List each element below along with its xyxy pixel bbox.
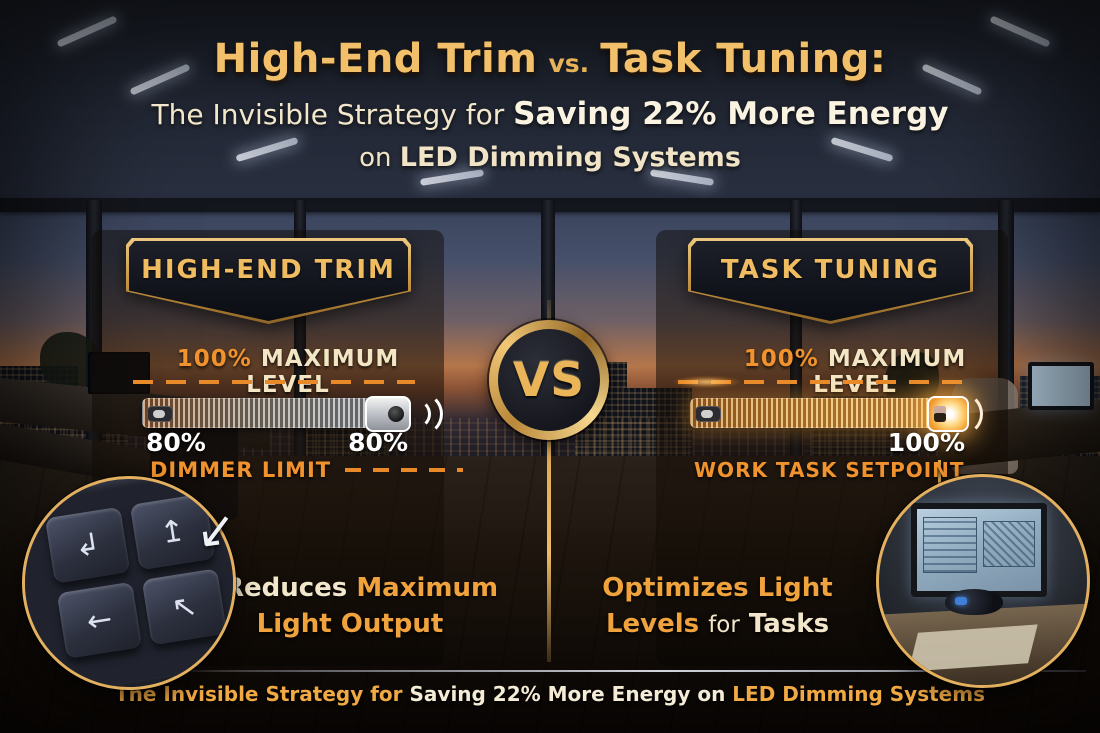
vs-label: VS: [512, 352, 586, 408]
value-connector-line: [938, 460, 941, 494]
benefit-for: for: [708, 612, 740, 638]
subtitle2-highlight: LED Dimming Systems: [399, 142, 741, 173]
right-slider-knob: [927, 396, 969, 432]
subtitle-highlight: Saving 22% More Energy: [513, 96, 949, 132]
left-slider-value-start: 80%: [146, 428, 206, 457]
right-max-level-pct: 100%: [743, 346, 819, 372]
page-subtitle-line2: on LED Dimming Systems: [0, 142, 1100, 173]
right-slider-track: [690, 392, 983, 436]
left-max-level-dashline: [133, 380, 415, 384]
left-benefit-line1: – Reduces Maximum: [200, 570, 500, 606]
benefit-reduces: Reduces: [223, 573, 348, 603]
dimmer-limit-row: DIMMER LIMIT: [150, 458, 464, 482]
office-ceiling: [0, 0, 1100, 208]
return-arrow-key-icon: ↲: [44, 506, 131, 584]
footer-highlight: Saving 22% More Energy on: [409, 682, 726, 706]
left-max-level-label: MAXIMUM LEVEL: [246, 346, 400, 398]
page-title: High-End Trim vs. Task Tuning:: [0, 36, 1100, 82]
benefit-tasks: Tasks: [748, 609, 830, 639]
footer-tail: LED Dimming Systems: [732, 682, 985, 706]
task-tuning-badge: TASK TUNING: [688, 238, 973, 324]
inset-control-device: [945, 589, 1003, 615]
inset-monitor-screen: [911, 503, 1047, 597]
right-slider-value-row: 100%: [888, 428, 965, 457]
left-max-level-row: 100% MAXIMUM LEVEL: [133, 346, 443, 398]
work-task-setpoint-row: WORK TASK SETPOINT: [694, 458, 965, 482]
monitor-right: [1028, 362, 1094, 410]
right-slider-value: 100%: [887, 428, 965, 457]
dashline-glow: [672, 376, 742, 388]
high-end-trim-badge: HIGH-END TRIM: [126, 238, 411, 324]
left-benefit-text: – Reduces Maximum Light Output: [200, 570, 500, 642]
work-task-setpoint-label: WORK TASK SETPOINT: [694, 458, 965, 482]
left-dimmer-slider: [142, 392, 474, 436]
left-benefit-line2: Light Output: [256, 609, 444, 639]
vs-medallion: VS: [489, 320, 609, 440]
left-arrow-key-icon: ←: [56, 581, 143, 659]
high-end-trim-label: HIGH-END TRIM: [141, 255, 396, 285]
left-slider-value-end: 80%: [348, 428, 408, 457]
left-slider-track: [142, 392, 443, 436]
vs-medallion-inner: VS: [498, 329, 600, 431]
left-max-level-pct: 100%: [176, 346, 252, 372]
slider-motion-arc-icon: [399, 392, 443, 436]
footer-divider-line: [138, 670, 1086, 672]
back-arrow-key-icon: ↖: [141, 568, 228, 646]
title-vs: vs.: [548, 49, 590, 78]
vertical-divider: [547, 300, 551, 662]
right-benefit-line1: Optimizes Light: [602, 573, 833, 603]
header: High-End Trim vs. Task Tuning: The Invis…: [0, 36, 1100, 173]
right-task-slider: [690, 392, 983, 436]
right-benefit-text: Optimizes Light Levels for Tasks: [575, 570, 860, 643]
title-left-term: High-End Trim: [213, 36, 538, 82]
right-max-level-row: 100% MAXIMUM LEVEL: [700, 346, 1010, 398]
down-left-arrow-icon: ↙: [192, 499, 240, 561]
left-slider-endcap: [147, 406, 173, 422]
footer-strapline: The Invisible Strategy for Saving 22% Mo…: [0, 682, 1100, 706]
footer-lead: The Invisible Strategy for: [115, 682, 403, 706]
subtitle-lead: The Invisible Strategy for: [151, 98, 505, 131]
dimmer-limit-dashline: [345, 468, 464, 472]
right-max-level-label: MAXIMUM LEVEL: [813, 346, 967, 398]
left-slider-knob: [364, 396, 411, 432]
title-right-term: Task Tuning:: [600, 36, 887, 82]
workstation-monitor-inset: [876, 474, 1090, 688]
slider-motion-arc-icon: [939, 392, 983, 436]
page-subtitle: The Invisible Strategy for Saving 22% Mo…: [0, 96, 1100, 132]
dimmer-keypad-inset: ↲ ↥ ← ↖: [22, 476, 236, 690]
task-tuning-label: TASK TUNING: [720, 255, 941, 285]
benefit-levels: Levels: [605, 609, 700, 639]
left-slider-values: 80% 80%: [146, 428, 408, 457]
right-max-level-dashline: [672, 376, 970, 388]
subtitle2-lead: on: [359, 143, 392, 173]
right-benefit-line2: Levels for Tasks: [575, 606, 860, 643]
dimmer-limit-label: DIMMER LIMIT: [150, 458, 332, 482]
right-slider-endcap: [695, 406, 721, 422]
benefit-maximum: Maximum: [356, 573, 499, 603]
